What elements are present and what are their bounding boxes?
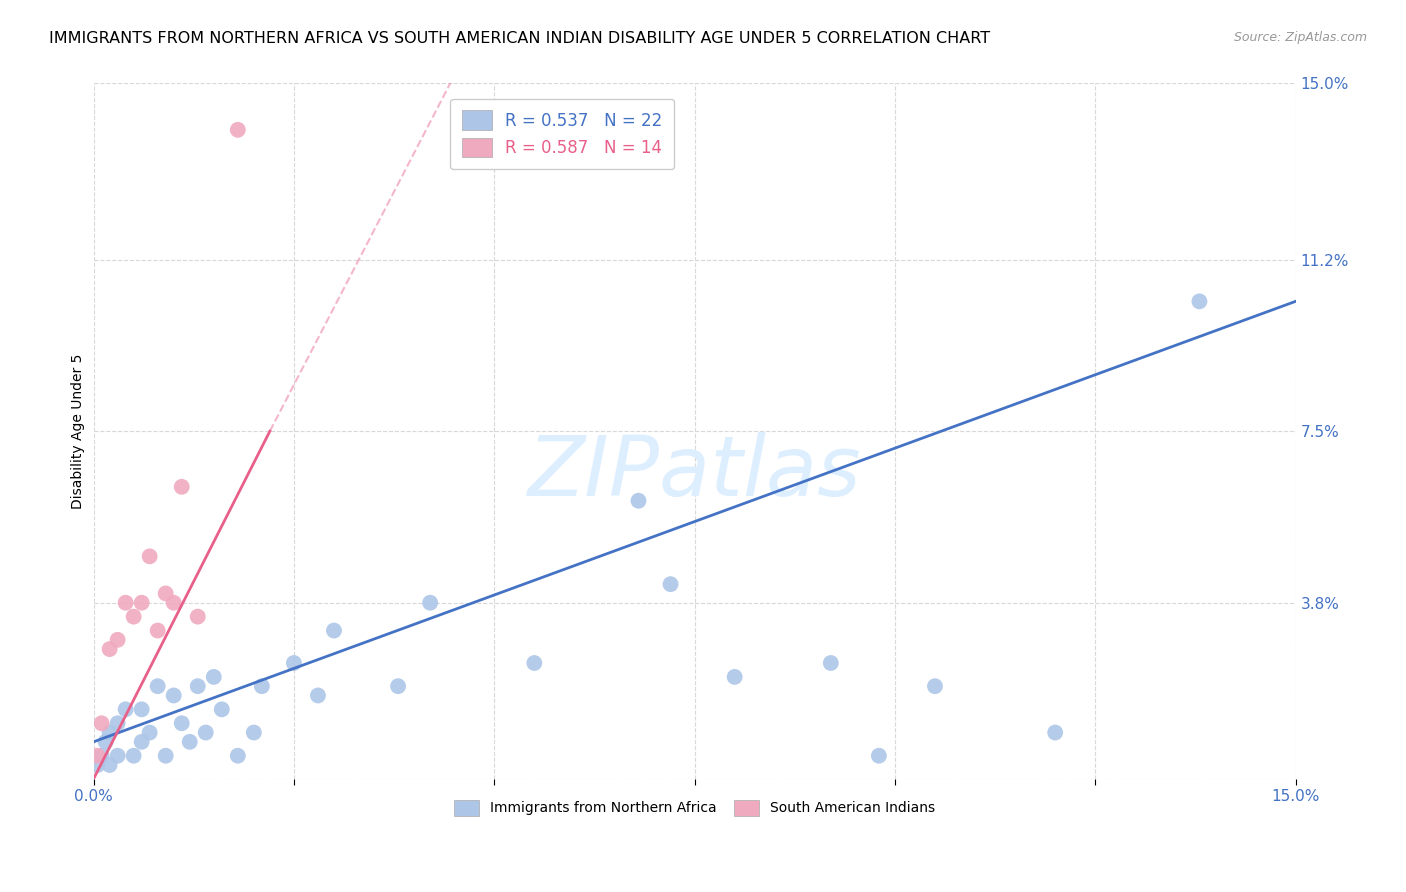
- Point: [122, 609, 145, 624]
- Point: [226, 123, 249, 137]
- Point: [131, 735, 153, 749]
- Point: [146, 679, 169, 693]
- Point: [724, 670, 747, 684]
- Point: [868, 748, 890, 763]
- Point: [243, 725, 266, 739]
- Point: [202, 670, 225, 684]
- Point: [323, 624, 346, 638]
- Text: ZIPatlas: ZIPatlas: [527, 433, 862, 514]
- Point: [187, 609, 209, 624]
- Point: [86, 758, 108, 772]
- Point: [820, 656, 842, 670]
- Point: [163, 596, 186, 610]
- Text: Source: ZipAtlas.com: Source: ZipAtlas.com: [1233, 31, 1367, 45]
- Point: [122, 748, 145, 763]
- Point: [1043, 725, 1066, 739]
- Legend: Immigrants from Northern Africa, South American Indians: Immigrants from Northern Africa, South A…: [446, 791, 943, 824]
- Point: [107, 716, 129, 731]
- Point: [114, 596, 136, 610]
- Point: [107, 748, 129, 763]
- Point: [86, 748, 108, 763]
- Point: [98, 725, 121, 739]
- Point: [131, 596, 153, 610]
- Point: [90, 748, 112, 763]
- Point: [1188, 294, 1211, 309]
- Point: [179, 735, 201, 749]
- Point: [211, 702, 233, 716]
- Point: [659, 577, 682, 591]
- Point: [170, 716, 193, 731]
- Point: [226, 748, 249, 763]
- Point: [146, 624, 169, 638]
- Point: [307, 689, 329, 703]
- Point: [194, 725, 217, 739]
- Point: [283, 656, 305, 670]
- Point: [138, 725, 160, 739]
- Point: [138, 549, 160, 564]
- Point: [627, 493, 650, 508]
- Point: [155, 586, 177, 600]
- Point: [523, 656, 546, 670]
- Point: [131, 702, 153, 716]
- Y-axis label: Disability Age Under 5: Disability Age Under 5: [72, 353, 86, 508]
- Point: [94, 735, 117, 749]
- Point: [114, 702, 136, 716]
- Point: [90, 716, 112, 731]
- Point: [163, 689, 186, 703]
- Point: [98, 642, 121, 657]
- Point: [387, 679, 409, 693]
- Point: [155, 748, 177, 763]
- Text: IMMIGRANTS FROM NORTHERN AFRICA VS SOUTH AMERICAN INDIAN DISABILITY AGE UNDER 5 : IMMIGRANTS FROM NORTHERN AFRICA VS SOUTH…: [49, 31, 990, 46]
- Point: [419, 596, 441, 610]
- Point: [250, 679, 273, 693]
- Point: [187, 679, 209, 693]
- Point: [924, 679, 946, 693]
- Point: [98, 758, 121, 772]
- Point: [107, 632, 129, 647]
- Point: [170, 480, 193, 494]
